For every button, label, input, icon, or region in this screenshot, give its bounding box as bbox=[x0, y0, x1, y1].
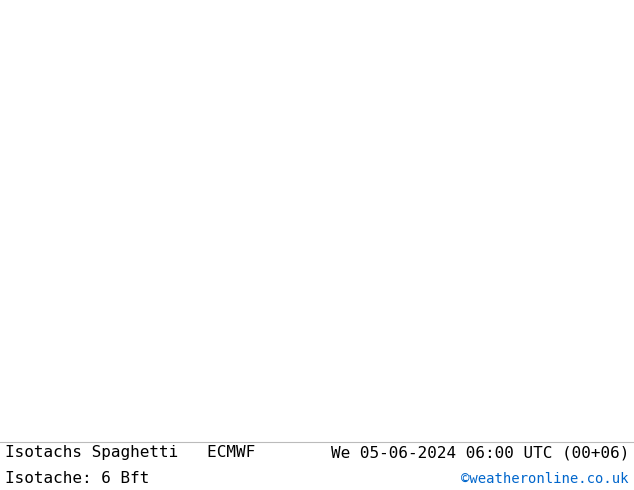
Text: We 05-06-2024 06:00 UTC (00+06): We 05-06-2024 06:00 UTC (00+06) bbox=[330, 445, 629, 460]
Text: Isotachs Spaghetti   ECMWF: Isotachs Spaghetti ECMWF bbox=[5, 445, 256, 460]
Text: Isotache: 6 Bft: Isotache: 6 Bft bbox=[5, 471, 150, 486]
Text: ©weatheronline.co.uk: ©weatheronline.co.uk bbox=[462, 471, 629, 486]
